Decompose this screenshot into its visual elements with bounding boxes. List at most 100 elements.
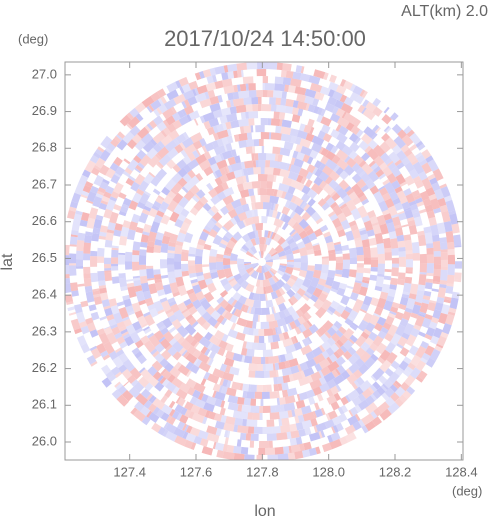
radar-cell: [304, 427, 312, 436]
radar-cell: [326, 221, 337, 233]
radar-cell: [220, 278, 229, 287]
radar-cell: [251, 342, 258, 350]
radar-cell: [266, 384, 272, 392]
radar-cell: [263, 398, 272, 406]
radar-cell: [248, 111, 259, 119]
radar-cell: [221, 78, 233, 88]
radar-cell: [166, 159, 177, 170]
radar-cell: [173, 332, 183, 342]
radar-cell: [98, 144, 106, 151]
radar-cell: [297, 275, 306, 281]
radar-cell: [418, 171, 428, 181]
radar-cell: [130, 146, 140, 156]
radar-cell: [338, 413, 348, 423]
radar-cell: [347, 354, 359, 365]
radar-cell: [298, 246, 308, 257]
radar-cell: [227, 395, 239, 404]
radar-cell: [201, 185, 211, 195]
radar-cell: [92, 196, 103, 208]
radar-cell: [255, 398, 261, 406]
radar-cell: [276, 390, 280, 399]
radar-cell: [427, 173, 436, 181]
radar-cell: [224, 343, 234, 352]
radar-cell: [265, 160, 271, 168]
radar-cell: [282, 331, 290, 340]
radar-cell: [162, 127, 171, 136]
radar-cell: [292, 188, 305, 200]
radar-cell: [252, 314, 259, 322]
radar-cell: [168, 314, 178, 323]
radar-cell: [231, 135, 236, 143]
radar-cell: [196, 244, 205, 250]
radar-cell: [289, 321, 297, 330]
radar-cell: [397, 119, 409, 131]
radar-cell: [210, 242, 220, 251]
radar-cell: [405, 271, 413, 274]
radar-cell: [179, 229, 187, 235]
radar-cell: [417, 284, 426, 292]
radar-cell: [240, 347, 248, 356]
radar-cell: [111, 276, 120, 284]
radar-cell: [225, 171, 236, 181]
radar-cell: [120, 182, 132, 196]
radar-cell: [240, 304, 246, 312]
radar-cell: [417, 370, 428, 381]
radar-cell: [332, 204, 343, 216]
radar-cell: [293, 158, 304, 168]
radar-cell: [108, 350, 119, 361]
radar-cell: [231, 345, 243, 355]
radar-cell: [129, 125, 141, 137]
radar-cell: [330, 201, 338, 209]
radar-cell: [362, 108, 376, 121]
radar-cell: [216, 306, 226, 316]
radar-cell: [343, 137, 354, 148]
radar-cell: [372, 97, 382, 107]
radar-cell: [215, 284, 226, 295]
radar-cell: [153, 244, 162, 253]
radar-cell: [320, 407, 326, 416]
radar-cell: [447, 264, 455, 276]
radar-cell: [335, 176, 344, 185]
radar-cell: [267, 174, 275, 182]
radar-cell: [354, 280, 363, 284]
radar-cell: [327, 360, 340, 373]
radar-cell: [154, 278, 162, 284]
radar-cell: [326, 379, 337, 389]
radar-cell: [387, 288, 397, 298]
radar-cell: [203, 225, 212, 233]
radar-cell: [70, 234, 78, 238]
radar-cell: [142, 326, 150, 332]
radar-cell: [401, 293, 410, 299]
radar-cell: [391, 213, 399, 219]
radar-cell: [371, 362, 380, 371]
radar-cell: [370, 411, 378, 419]
radar-cell: [225, 166, 230, 174]
radar-cell: [419, 159, 428, 166]
radar-cell: [354, 239, 363, 248]
radar-cell: [364, 357, 376, 369]
radar-cell: [408, 345, 419, 356]
radar-cell: [404, 209, 414, 219]
radar-cell: [355, 386, 364, 395]
radar-cell: [296, 354, 309, 365]
radar-cell: [271, 306, 275, 314]
radar-cell: [237, 396, 245, 405]
radar-cell: [182, 173, 192, 183]
radar-cell: [166, 123, 177, 133]
radar-cell: [286, 438, 291, 447]
radar-cell: [302, 449, 311, 458]
radar-cell: [116, 139, 128, 151]
radar-cell: [231, 184, 240, 194]
radar-cell: [151, 204, 160, 211]
radar-cell: [294, 326, 302, 335]
radar-cell: [398, 394, 408, 404]
radar-cell: [151, 388, 165, 401]
radar-cell: [100, 200, 109, 205]
radar-cell: [208, 228, 218, 238]
radar-cell: [142, 290, 152, 300]
radar-cell: [156, 162, 163, 170]
radar-cell: [230, 253, 238, 261]
radar-cell: [66, 301, 74, 305]
radar-cell: [221, 150, 233, 160]
radar-cell: [182, 131, 190, 140]
